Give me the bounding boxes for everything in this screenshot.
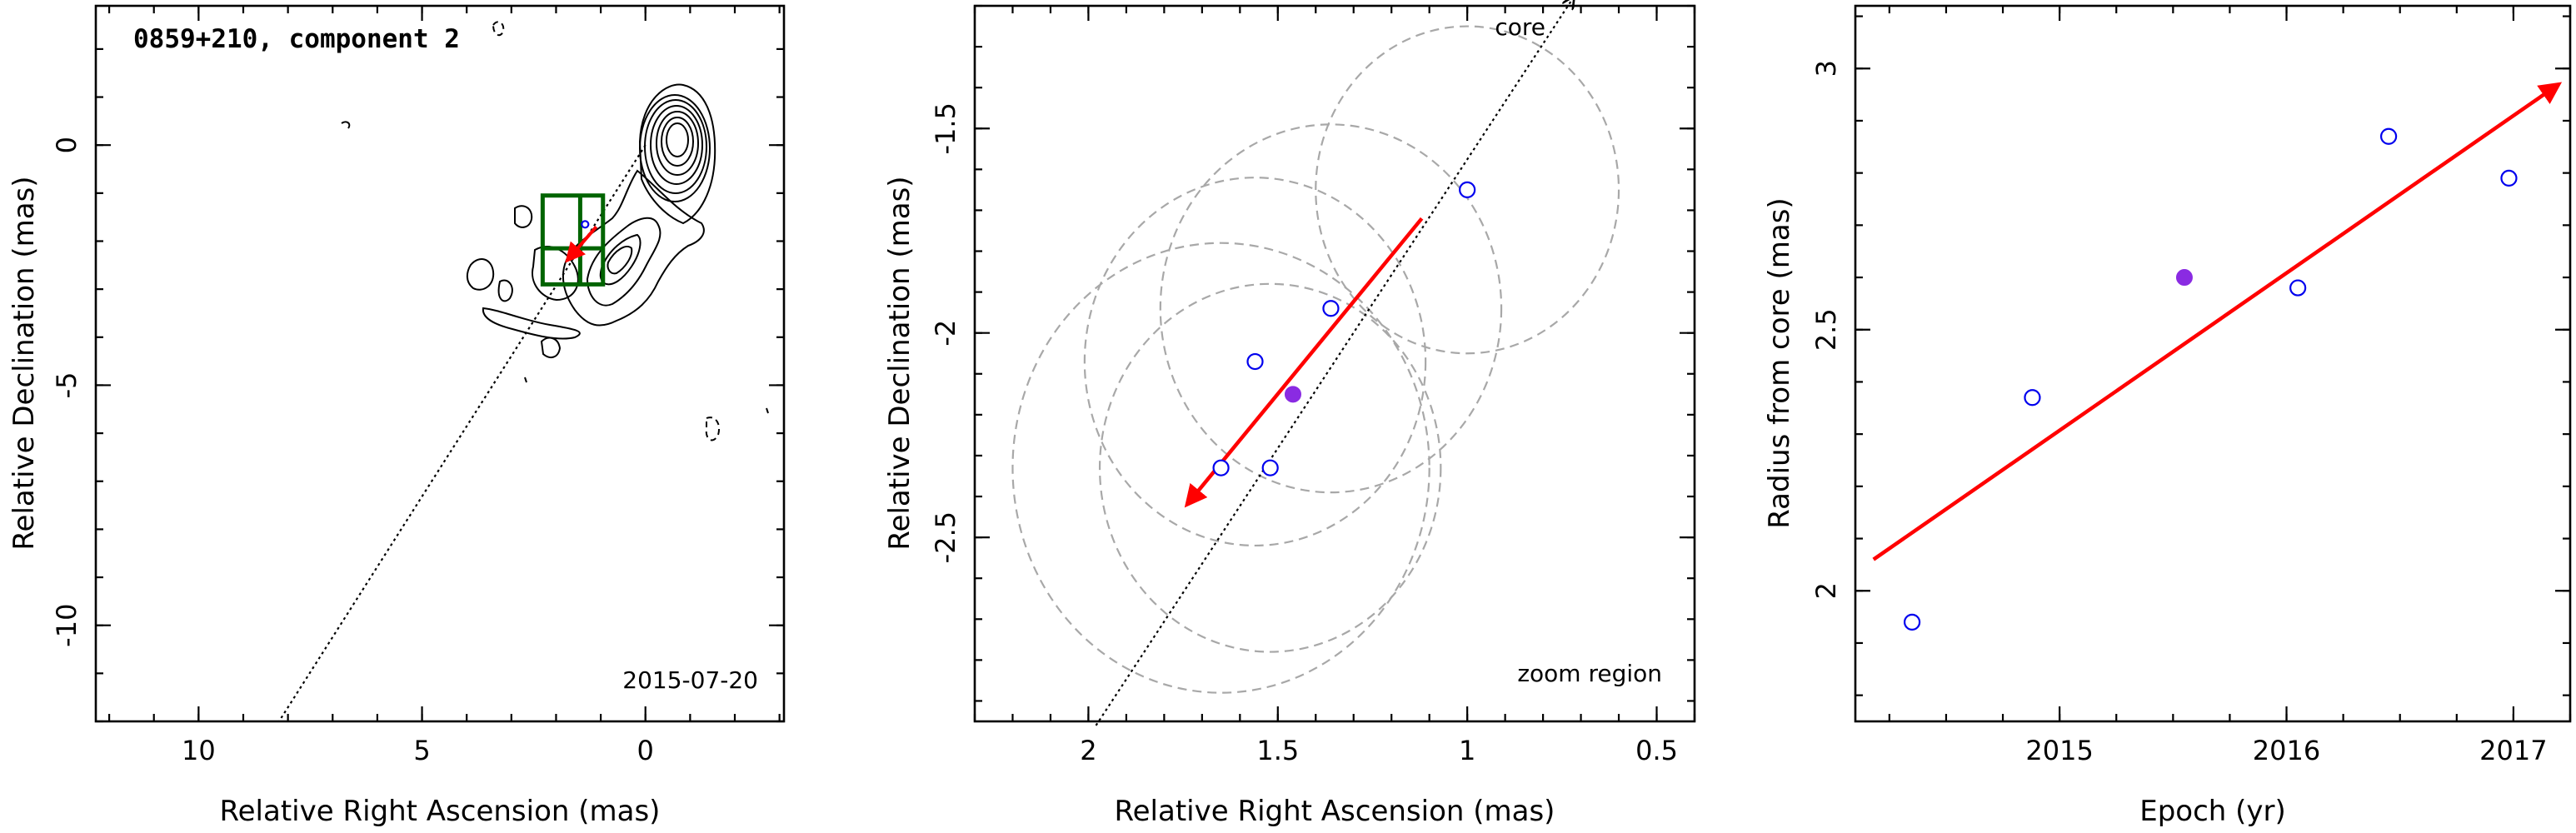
x-tick-label: 2 [1080,735,1096,766]
position-points [1212,181,1476,476]
y-axis-label: Relative Declination (mas) [7,176,41,550]
contour-negative-right-2 [790,508,802,529]
y-tick-label: -5 [51,372,82,398]
contour-jet-level-3 [599,233,642,286]
component-marker [581,220,590,229]
panel-title: 0859+210, component 2 [133,24,460,54]
panel-map: 10 5 0 0 -5 -10 0859+210, component 2 2015-07… [7,4,802,828]
date-label: 2015-07-20 [622,666,758,694]
x-tick-label: 1.5 [1256,735,1299,766]
contour-map [341,21,802,529]
error-circle [1011,242,1430,694]
zoom-region-label: zoom region [1517,660,1662,687]
x-tick-label: 2016 [2253,735,2320,766]
y-axis-label: Relative Declination (mas) [883,176,916,550]
contour-outer-blob-5 [482,307,581,340]
contour-jet-level-2 [586,217,661,307]
contour-speck-2 [524,377,527,383]
epoch-point [1212,459,1230,476]
epoch-point [1246,352,1264,371]
axes: 10 5 0 0 -5 -10 [51,6,784,766]
core-label: core [1495,13,1545,41]
x-tick-label: 0 [637,735,654,766]
contour-jet-level-1 [562,169,705,327]
error-circles [1011,25,1620,694]
contour-core-level-2 [661,117,694,167]
contour-jet-level-4 [607,246,633,275]
core-direction-line [1095,0,1574,726]
contour-core-level-7 [638,83,716,225]
error-circle [1159,123,1503,494]
y-tick-label: 2 [1810,582,1842,599]
y-tick-label: -1.5 [930,102,961,154]
epoch-point [1459,181,1476,198]
epoch-point [2500,169,2518,187]
contour-outer-blob-2 [466,258,495,291]
x-tick-label: 5 [413,735,430,766]
error-circle [1083,177,1427,547]
y-tick-label: 2.5 [1810,308,1842,351]
epoch-point [2379,127,2398,145]
y-tick-label: 0 [51,137,82,153]
x-tick-label: 2015 [2025,735,2093,766]
contour-speck [766,407,769,414]
axes: 2 1.5 1 0.5 -1.5 -2 -2.5 [930,4,1696,766]
highlighted-epoch-point [1284,386,1301,403]
y-axis-label: Radius from core (mas) [1763,197,1796,528]
contour-core-level-1 [666,122,689,157]
epoch-point [1261,459,1279,476]
y-tick-label: -2 [930,320,961,347]
panel-zoom: 2 1.5 1 0.5 -1.5 -2 -2.5 core zoom region Rela… [883,0,1696,828]
x-axis-label: Relative Right Ascension (mas) [1115,795,1555,828]
plot-frame [94,4,786,723]
x-axis-label: Relative Right Ascension (mas) [220,795,661,828]
panel-radius-epoch: 2015 2016 2017 2 2.5 3 Epoch (yr) Radius from… [1763,4,2572,828]
plot-frame [973,4,1696,723]
contour-negative-right-1 [705,416,720,441]
x-tick-label: 10 [182,735,216,766]
x-tick-label: 1 [1459,735,1475,766]
epoch-point [1903,613,1921,631]
motion-arrow [565,225,598,263]
x-tick-label: 0.5 [1635,735,1678,766]
radius-points [1903,127,2518,631]
zoom-region-box [540,193,606,287]
epoch-point [1322,300,1340,317]
contour-core-level-4 [650,105,703,185]
contour-outer-blob-3 [514,205,533,228]
contour-outer-blob-4 [497,279,513,302]
fit-arrow [1872,82,2563,561]
highlighted-epoch-point [2175,269,2193,287]
contour-core-level-3 [656,111,699,176]
y-tick-label: -10 [51,604,82,647]
axes: 2015 2016 2017 2 2.5 3 [1810,6,2572,766]
contour-small-left [341,121,351,129]
error-circle [1098,282,1442,653]
epoch-point [2289,279,2307,297]
epoch-point [2024,389,2041,407]
error-circle [1315,25,1620,355]
y-tick-label: -2.5 [930,511,961,563]
plot-frame [1854,4,2572,723]
x-tick-label: 2017 [2479,735,2547,766]
contour-outer-blob-6 [540,337,562,359]
contour-negative-top [492,21,505,37]
y-tick-label: 3 [1810,60,1842,77]
fit-arrow [1184,217,1424,508]
x-axis-label: Epoch (yr) [2139,795,2286,828]
